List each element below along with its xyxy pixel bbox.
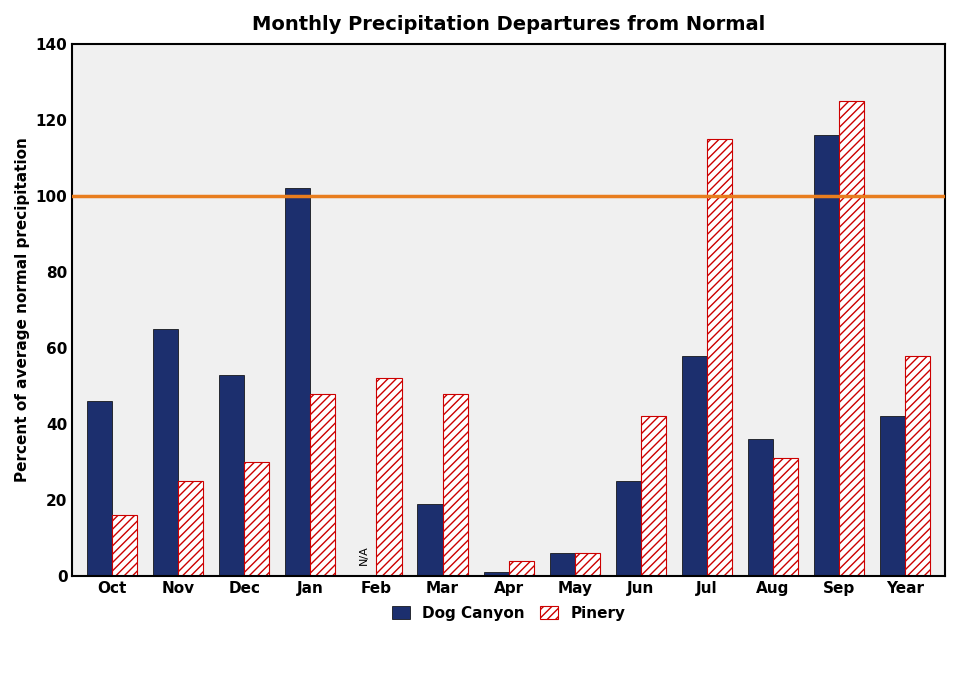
- Bar: [839, 101, 864, 576]
- Bar: [615, 481, 641, 576]
- Bar: [484, 572, 509, 576]
- Bar: [310, 394, 335, 576]
- Bar: [376, 379, 401, 576]
- Bar: [178, 481, 204, 576]
- Bar: [244, 462, 270, 576]
- Bar: [86, 401, 112, 576]
- Bar: [285, 188, 310, 576]
- Bar: [880, 416, 905, 576]
- Bar: [748, 439, 773, 576]
- Bar: [575, 553, 600, 576]
- Bar: [773, 458, 798, 576]
- Bar: [509, 561, 534, 576]
- Text: N/A: N/A: [359, 545, 369, 565]
- Bar: [682, 355, 707, 576]
- Y-axis label: Percent of average normal precipitation: Percent of average normal precipitation: [15, 138, 30, 482]
- Bar: [418, 504, 443, 576]
- Bar: [112, 515, 137, 576]
- Bar: [443, 394, 468, 576]
- Bar: [550, 553, 575, 576]
- Bar: [707, 139, 732, 576]
- Bar: [641, 416, 666, 576]
- Legend: Dog Canyon, Pinery: Dog Canyon, Pinery: [386, 599, 632, 627]
- Bar: [219, 374, 244, 576]
- Bar: [814, 135, 839, 576]
- Title: Monthly Precipitation Departures from Normal: Monthly Precipitation Departures from No…: [252, 15, 765, 34]
- Bar: [905, 355, 930, 576]
- Bar: [153, 329, 178, 576]
